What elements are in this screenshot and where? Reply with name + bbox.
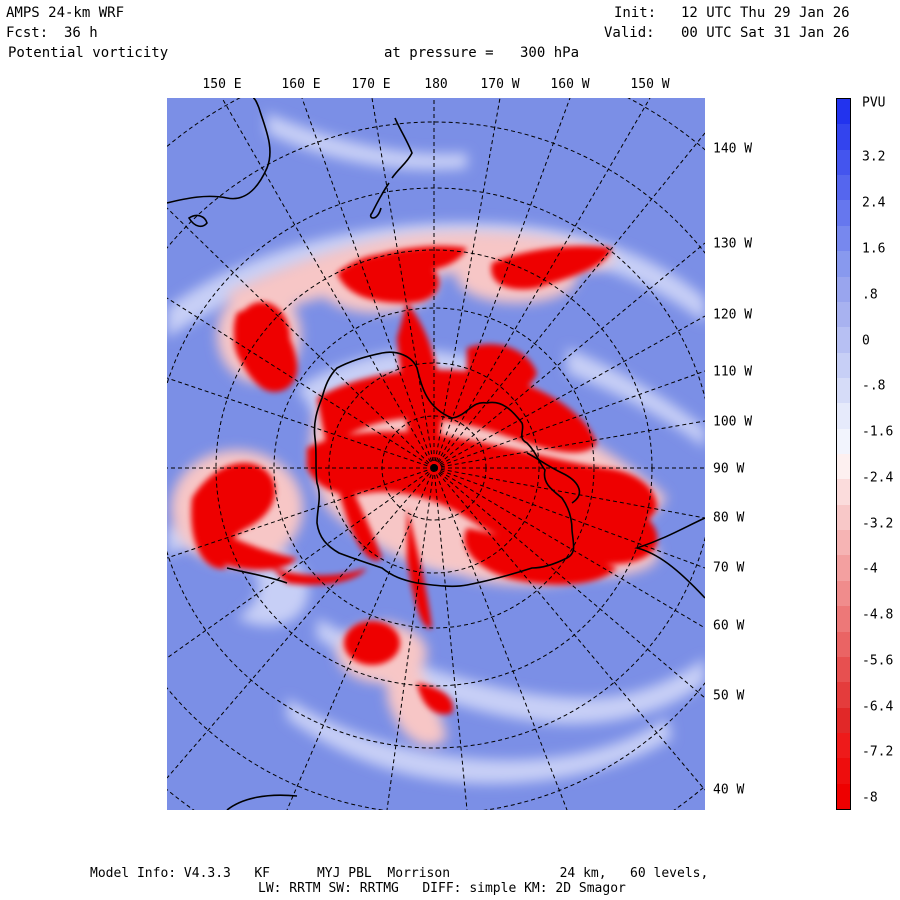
lon-label-120w: 120 W bbox=[713, 307, 753, 323]
colorbar-segment bbox=[837, 580, 850, 608]
colorbar-segment bbox=[837, 352, 850, 379]
colorbar-label-neg-6-4: -6.4 bbox=[862, 699, 894, 715]
colorbar-label-0-8: .8 bbox=[862, 287, 878, 303]
lon-label-80w: 80 W bbox=[713, 510, 745, 526]
colorbar-segment bbox=[837, 656, 850, 684]
model-info-line-1: Model Info: V4.3.3 KF MYJ PBL Morrison 2… bbox=[90, 866, 709, 881]
lon-label-160e: 160 E bbox=[281, 77, 321, 92]
colorbar-segment bbox=[837, 732, 850, 760]
tasmania-coast bbox=[187, 214, 208, 228]
colorbar-segment bbox=[837, 682, 850, 709]
colorbar-segment bbox=[837, 301, 850, 329]
colorbar-segment bbox=[837, 377, 850, 405]
meridian-lines bbox=[167, 98, 705, 810]
lon-label-170w: 170 W bbox=[480, 77, 520, 92]
lon-label-130w: 130 W bbox=[713, 236, 753, 252]
colorbar-segment bbox=[837, 707, 850, 734]
lon-label-50w: 50 W bbox=[713, 688, 745, 704]
lon-label-90w: 90 W bbox=[713, 461, 745, 477]
lon-label-150e: 150 E bbox=[202, 77, 242, 92]
lon-label-170e: 170 E bbox=[351, 77, 391, 92]
pressure-value: 300 hPa bbox=[520, 45, 580, 61]
coastlines bbox=[167, 98, 705, 810]
lon-label-140w: 140 W bbox=[713, 141, 753, 157]
pv-map-canvas bbox=[167, 98, 705, 810]
init-time: 12 UTC Thu 29 Jan 26 bbox=[681, 5, 850, 21]
new-zealand-south bbox=[369, 182, 390, 219]
colorbar-unit: PVU bbox=[862, 95, 886, 111]
valid-label: Valid: bbox=[604, 25, 655, 41]
pressure-label: at pressure = bbox=[384, 45, 494, 61]
colorbar-segment bbox=[837, 327, 850, 354]
colorbar-label-3-2: 3.2 bbox=[862, 149, 886, 165]
colorbar-segment bbox=[837, 479, 850, 506]
colorbar-segment bbox=[837, 428, 850, 455]
forecast-label: Fcst: bbox=[6, 25, 49, 41]
colorbar-label-neg-8: -8 bbox=[862, 790, 878, 806]
parallel-circles bbox=[167, 98, 705, 810]
model-info-line-2: LW: RRTM SW: RRTMG DIFF: simple KM: 2D S… bbox=[258, 881, 626, 896]
lon-label-150w: 150 W bbox=[630, 77, 670, 92]
lon-label-70w: 70 W bbox=[713, 560, 745, 576]
colorbar-segment bbox=[837, 555, 850, 582]
model-title: AMPS 24-km WRF bbox=[6, 5, 125, 21]
pv-colorbar bbox=[836, 98, 851, 810]
init-label: Init: bbox=[614, 5, 657, 21]
colorbar-segment bbox=[837, 99, 850, 126]
colorbar-segment bbox=[837, 276, 850, 303]
lon-label-160w: 160 W bbox=[550, 77, 590, 92]
pv-map bbox=[167, 98, 705, 810]
pv-red-regions bbox=[191, 246, 658, 715]
colorbar-segment bbox=[837, 251, 850, 278]
lon-label-180: 180 bbox=[424, 77, 448, 92]
colorbar-segment bbox=[837, 200, 850, 227]
colorbar-segment bbox=[837, 504, 850, 532]
new-zealand-north bbox=[391, 117, 413, 179]
colorbar-label-neg-5-6: -5.6 bbox=[862, 653, 894, 669]
antarctica-coast bbox=[313, 351, 575, 588]
lon-label-110w: 110 W bbox=[713, 364, 753, 380]
colorbar-label-0: 0 bbox=[862, 333, 870, 349]
colorbar-segment bbox=[837, 403, 850, 430]
colorbar-segment bbox=[837, 454, 850, 481]
colorbar-segment bbox=[837, 149, 850, 177]
south-america-coast bbox=[634, 517, 705, 599]
antarctica-east-coast-south bbox=[226, 567, 288, 584]
colorbar-label-neg-3-2: -3.2 bbox=[862, 516, 894, 532]
colorbar-label-2-4: 2.4 bbox=[862, 195, 886, 211]
colorbar-segment bbox=[837, 124, 850, 151]
colorbar-label-1-6: 1.6 bbox=[862, 241, 886, 257]
colorbar-label-neg-0-8: -.8 bbox=[862, 378, 886, 394]
colorbar-label-neg-4-8: -4.8 bbox=[862, 607, 894, 623]
colorbar-segment bbox=[837, 606, 850, 633]
colorbar-label-neg-4: -4 bbox=[862, 561, 878, 577]
bottom-coast bbox=[226, 794, 298, 810]
colorbar-segment bbox=[837, 175, 850, 202]
colorbar-segment bbox=[837, 783, 850, 809]
forecast-hours: 36 h bbox=[64, 25, 98, 41]
lon-label-40w: 40 W bbox=[713, 782, 745, 798]
colorbar-segment bbox=[837, 225, 850, 253]
australia-coast bbox=[167, 98, 271, 204]
colorbar-segment bbox=[837, 631, 850, 658]
colorbar-segment bbox=[837, 758, 850, 785]
antarctic-peninsula-coast bbox=[526, 452, 581, 504]
colorbar-label-neg-2-4: -2.4 bbox=[862, 470, 894, 486]
variable-name: Potential vorticity bbox=[8, 45, 169, 61]
colorbar-segment bbox=[837, 530, 850, 557]
lon-label-60w: 60 W bbox=[713, 618, 745, 634]
colorbar-label-neg-7-2: -7.2 bbox=[862, 744, 894, 760]
valid-time: 00 UTC Sat 31 Jan 26 bbox=[681, 25, 850, 41]
colorbar-label-neg-1-6: -1.6 bbox=[862, 424, 894, 440]
lon-label-100w: 100 W bbox=[713, 414, 753, 430]
